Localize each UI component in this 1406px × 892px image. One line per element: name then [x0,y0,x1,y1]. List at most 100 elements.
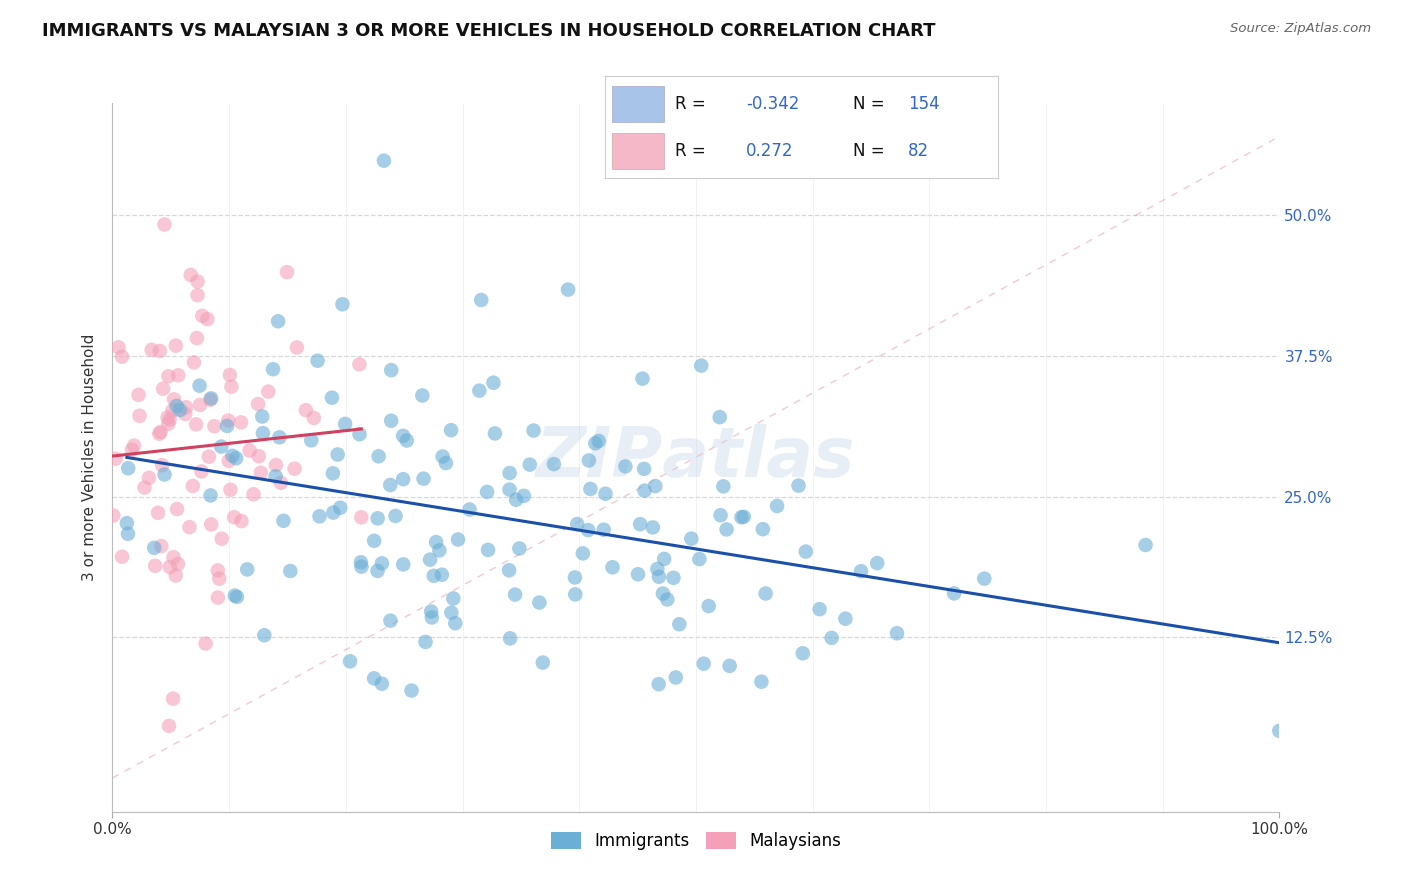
Immigrants [657,592,679,607]
Immigrants [339,654,361,668]
Immigrants [236,562,259,576]
Immigrants [690,359,713,373]
Malaysians [349,357,371,371]
Malaysians [162,550,184,565]
Malaysians [218,454,240,468]
Immigrants [475,484,498,499]
Malaysians [165,338,187,352]
Immigrants [329,500,352,515]
Malaysians [202,419,225,434]
FancyBboxPatch shape [613,133,664,169]
Immigrants [367,450,389,464]
Malaysians [111,350,134,364]
Text: 82: 82 [908,142,929,160]
Text: Source: ZipAtlas.com: Source: ZipAtlas.com [1230,22,1371,36]
Immigrants [252,426,274,441]
Immigrants [269,430,291,444]
Immigrants [423,569,446,583]
Malaysians [149,425,172,439]
Malaysians [186,331,208,345]
Immigrants [849,564,872,578]
Immigrants [668,617,690,632]
Immigrants [564,587,586,601]
Malaysians [138,471,160,485]
Immigrants [644,479,666,493]
Immigrants [267,314,290,328]
Immigrants [681,532,703,546]
Immigrants [1268,723,1291,738]
Malaysians [221,379,243,393]
Immigrants [253,628,276,642]
Immigrants [614,459,637,474]
Immigrants [477,542,499,557]
Immigrants [557,283,579,297]
Immigrants [505,492,527,507]
Immigrants [766,499,789,513]
Malaysians [157,719,180,733]
Malaysians [143,558,166,573]
Malaysians [208,572,231,586]
Immigrants [688,552,710,566]
Immigrants [143,541,166,555]
Immigrants [264,469,287,483]
Malaysians [276,265,298,279]
Malaysians [200,517,222,532]
Malaysians [250,466,273,480]
Malaysians [149,343,172,358]
Immigrants [792,646,814,660]
Malaysians [128,409,150,423]
Malaysians [217,413,239,427]
Malaysians [219,483,242,497]
Immigrants [647,562,669,576]
Immigrants [367,511,389,525]
Immigrants [716,523,738,537]
Immigrants [221,449,243,463]
Text: 0.272: 0.272 [747,142,794,160]
Immigrants [751,674,773,689]
Immigrants [543,457,565,471]
Immigrants [531,656,554,670]
Malaysians [197,312,219,326]
Malaysians [165,568,187,582]
Immigrants [529,595,551,609]
Immigrants [226,590,249,604]
FancyBboxPatch shape [613,87,664,122]
Malaysians [122,439,145,453]
Immigrants [787,478,810,492]
Malaysians [163,392,186,407]
Immigrants [468,384,491,398]
Immigrants [392,472,415,486]
Malaysians [295,403,318,417]
Immigrants [794,544,817,558]
Immigrants [273,514,295,528]
Malaysians [121,442,143,457]
Immigrants [384,508,406,523]
Immigrants [576,523,599,537]
Malaysians [107,340,129,354]
Immigrants [711,479,734,493]
Immigrants [432,450,454,464]
Immigrants [718,658,741,673]
Immigrants [371,676,394,690]
Malaysians [207,591,229,605]
Immigrants [579,482,602,496]
Malaysians [191,309,214,323]
Malaysians [224,510,246,524]
Immigrants [200,488,222,502]
Immigrants [363,533,385,548]
Malaysians [264,458,287,472]
Malaysians [187,288,209,302]
Immigrants [567,517,589,532]
Immigrants [508,541,530,556]
Malaysians [257,384,280,399]
Immigrants [755,586,778,600]
Immigrants [665,670,688,684]
Immigrants [973,572,995,586]
Malaysians [167,557,190,571]
Immigrants [588,434,610,448]
Immigrants [440,606,463,620]
Malaysians [285,341,308,355]
Malaysians [247,397,270,411]
Immigrants [262,362,284,376]
Malaysians [104,451,127,466]
